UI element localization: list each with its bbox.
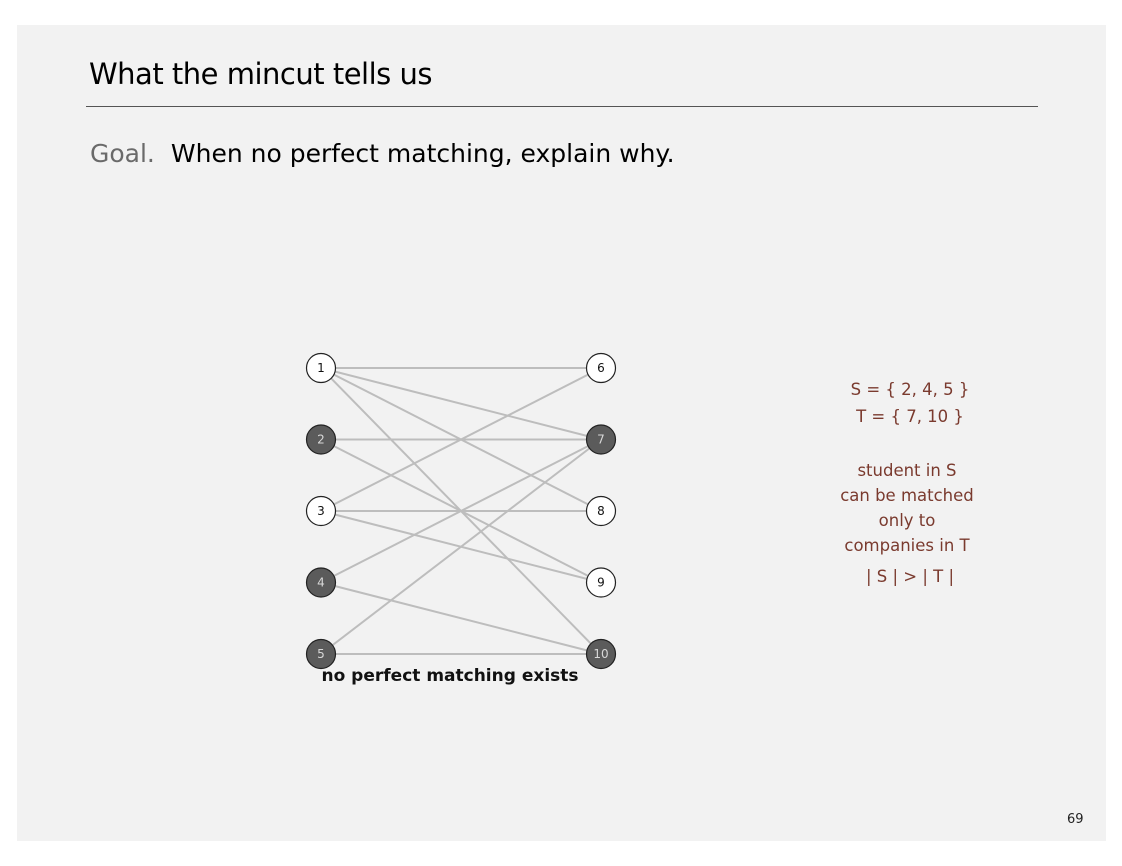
node-circle [305,495,337,527]
node-label: 7 [597,433,605,447]
node-5: 5 [305,638,337,670]
node-1: 1 [305,352,337,384]
edge-3-6 [320,367,602,512]
page-number: 69 [1067,812,1084,827]
node-label: 4 [317,576,325,590]
node-label: 2 [317,433,325,447]
slide: What the mincut tells us Goal. When no pe… [17,25,1106,841]
node-label: 1 [317,361,325,375]
reason-line: student in S [857,461,957,480]
node-2: 2 [305,424,337,455]
node-circle [585,567,617,598]
node-label: 9 [597,576,605,590]
node-circle [305,352,337,384]
set-t-definition: T = { 7, 10 } [856,407,964,426]
node-circle [585,638,617,670]
node-3: 3 [305,495,337,527]
node-7: 7 [585,424,617,455]
node-8: 8 [585,495,617,527]
edge-1-7 [320,367,602,441]
node-circle [585,352,617,384]
node-label: 6 [597,361,605,375]
graph-caption: no perfect matching exists [321,666,579,686]
node-circle [305,567,337,598]
node-label: 5 [317,647,325,661]
node-label: 3 [317,504,325,518]
reason-line: companies in T [844,536,970,555]
explanation-reason: student in S can be matched only to comp… [815,458,999,558]
node-label: 10 [593,647,608,661]
node-label: 8 [597,504,605,518]
set-s-definition: S = { 2, 4, 5 } [850,380,970,399]
edge-4-7 [320,438,602,584]
graph-nodes: 1 2 3 4 5 6 7 8 9 10 [305,352,617,670]
node-circle [585,495,617,527]
reason-line: can be matched [840,486,974,505]
node-circle [305,424,337,455]
reason-line: only to [878,511,936,530]
goal-text: When no perfect matching, explain why. [170,139,675,168]
graph-edges [320,367,602,655]
node-10: 10 [585,638,617,670]
goal-label: Goal. [90,139,155,168]
node-circle [585,424,617,455]
edge-5-7 [320,438,602,655]
node-4: 4 [305,567,337,598]
node-9: 9 [585,567,617,598]
node-6: 6 [585,352,617,384]
slide-title: What the mincut tells us [89,57,432,91]
edge-4-10 [320,581,602,655]
node-circle [305,638,337,670]
size-inequality: | S | > | T | [865,567,955,586]
title-divider [86,106,1038,107]
goal-line: Goal. When no perfect matching, explain w… [90,139,675,168]
